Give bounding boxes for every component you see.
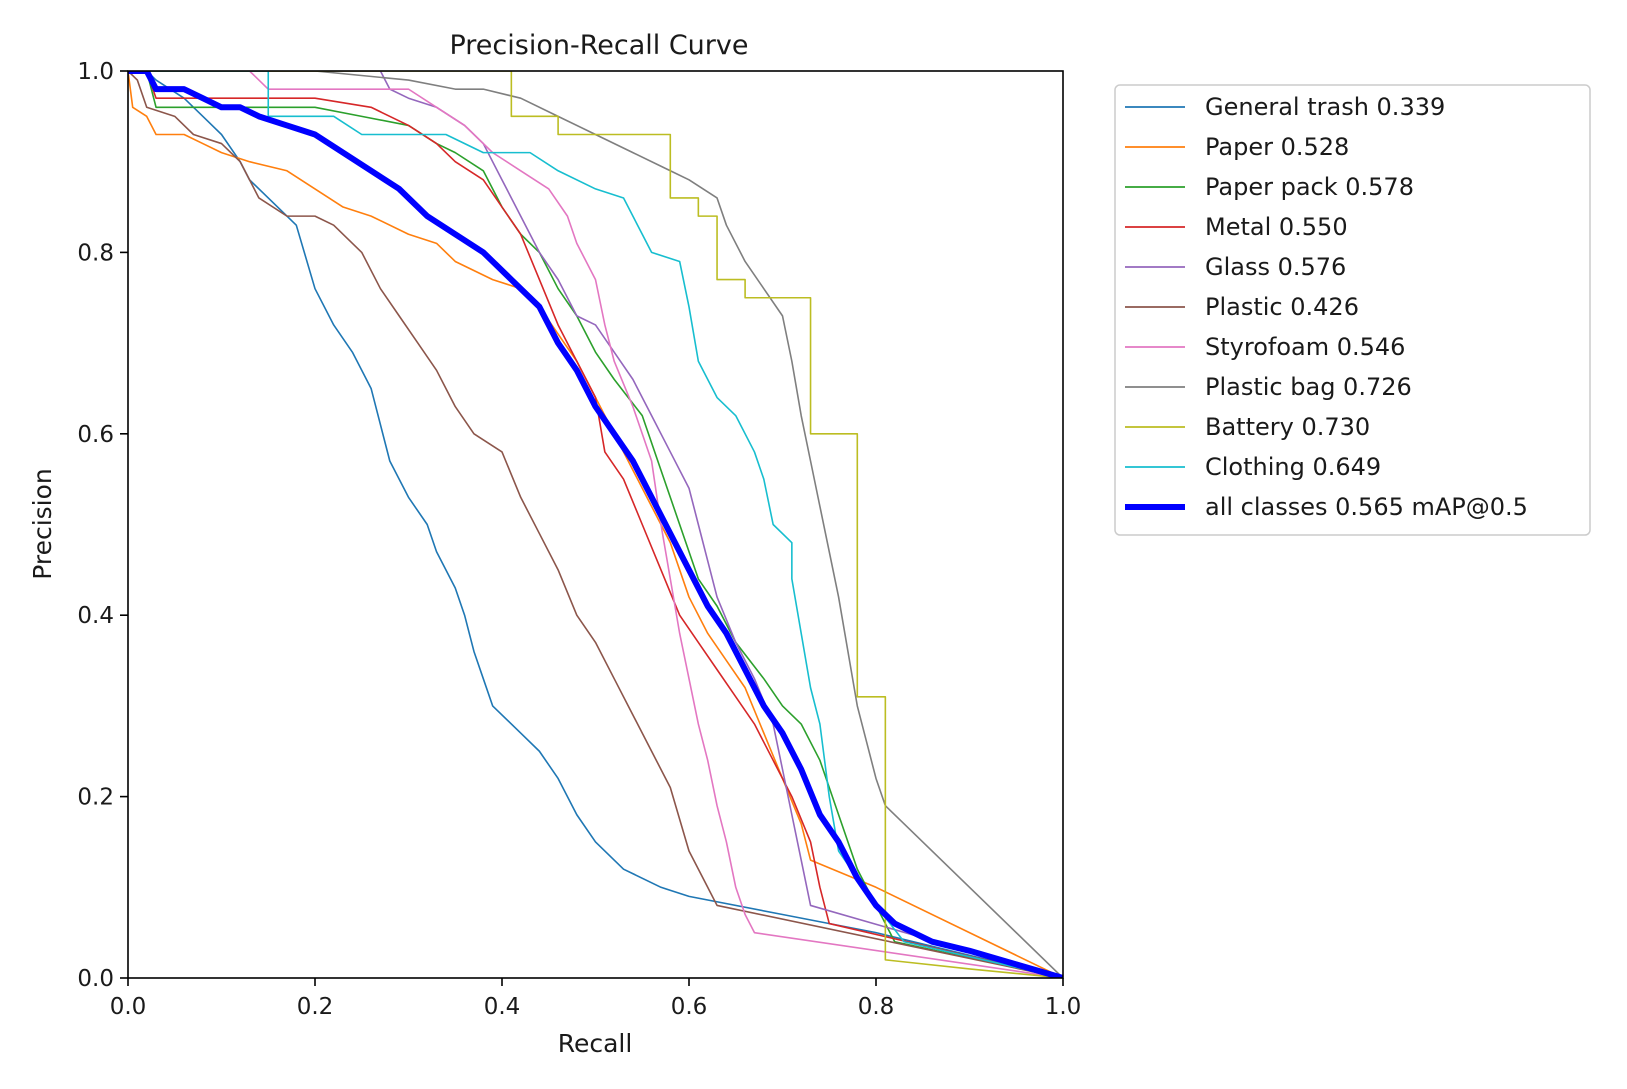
x-tick-label: 0.4	[484, 994, 521, 1020]
legend-label: Glass 0.576	[1205, 253, 1346, 281]
y-tick-label: 0.8	[77, 240, 114, 266]
x-axis-label: Recall	[558, 1029, 633, 1058]
legend-label: all classes 0.565 mAP@0.5	[1205, 493, 1528, 521]
y-axis-label: Precision	[28, 468, 57, 580]
x-tick-label: 0.6	[671, 994, 708, 1020]
series-line-metal	[128, 71, 1063, 978]
x-tick-label: 1.0	[1045, 994, 1082, 1020]
series-line-paper-pack	[128, 71, 1063, 978]
y-tick-label: 0.6	[77, 422, 114, 448]
legend-frame	[1114, 84, 1591, 536]
series-line-plastic	[128, 71, 1063, 978]
plot-area	[128, 71, 1063, 978]
series-line-clothing	[128, 71, 1063, 978]
y-tick-label: 0.0	[77, 966, 114, 992]
legend-label: Plastic 0.426	[1205, 293, 1359, 321]
series-line-battery	[128, 71, 1063, 978]
plot-frame	[127, 70, 1064, 979]
y-tick-label: 0.2	[77, 785, 114, 811]
legend-label: Paper 0.528	[1205, 133, 1349, 161]
legend-label: Battery 0.730	[1205, 413, 1370, 441]
series-line-general-trash	[128, 71, 1063, 978]
x-axis-ticks: 0.0 0.2 0.4 0.6 0.8 1.0	[110, 978, 1082, 1020]
legend-label: Clothing 0.649	[1205, 453, 1381, 481]
x-tick-label: 0.0	[110, 994, 147, 1020]
y-tick-label: 0.4	[77, 603, 114, 629]
legend: General trash 0.339 Paper 0.528 Paper pack…	[1114, 84, 1591, 536]
legend-label: Plastic bag 0.726	[1205, 373, 1412, 401]
x-tick-label: 0.2	[297, 994, 334, 1020]
series-line-plastic-bag	[128, 71, 1063, 978]
legend-label: Styrofoam 0.546	[1205, 333, 1405, 361]
legend-label: General trash 0.339	[1205, 93, 1445, 121]
series-layer	[128, 71, 1063, 978]
x-tick-label: 0.8	[858, 994, 895, 1020]
legend-label: Paper pack 0.578	[1205, 173, 1414, 201]
legend-label: Metal 0.550	[1205, 213, 1348, 241]
y-tick-label: 1.0	[77, 59, 114, 85]
series-line-all-classes	[128, 71, 1063, 978]
chart-title: Precision-Recall Curve	[449, 30, 748, 61]
y-axis-ticks: 0.0 0.2 0.4 0.6 0.8 1.0	[77, 59, 128, 992]
series-line-styrofoam	[128, 71, 1063, 978]
series-line-glass	[128, 71, 1063, 978]
legend-items: General trash 0.339 Paper 0.528 Paper pack…	[1125, 93, 1528, 521]
